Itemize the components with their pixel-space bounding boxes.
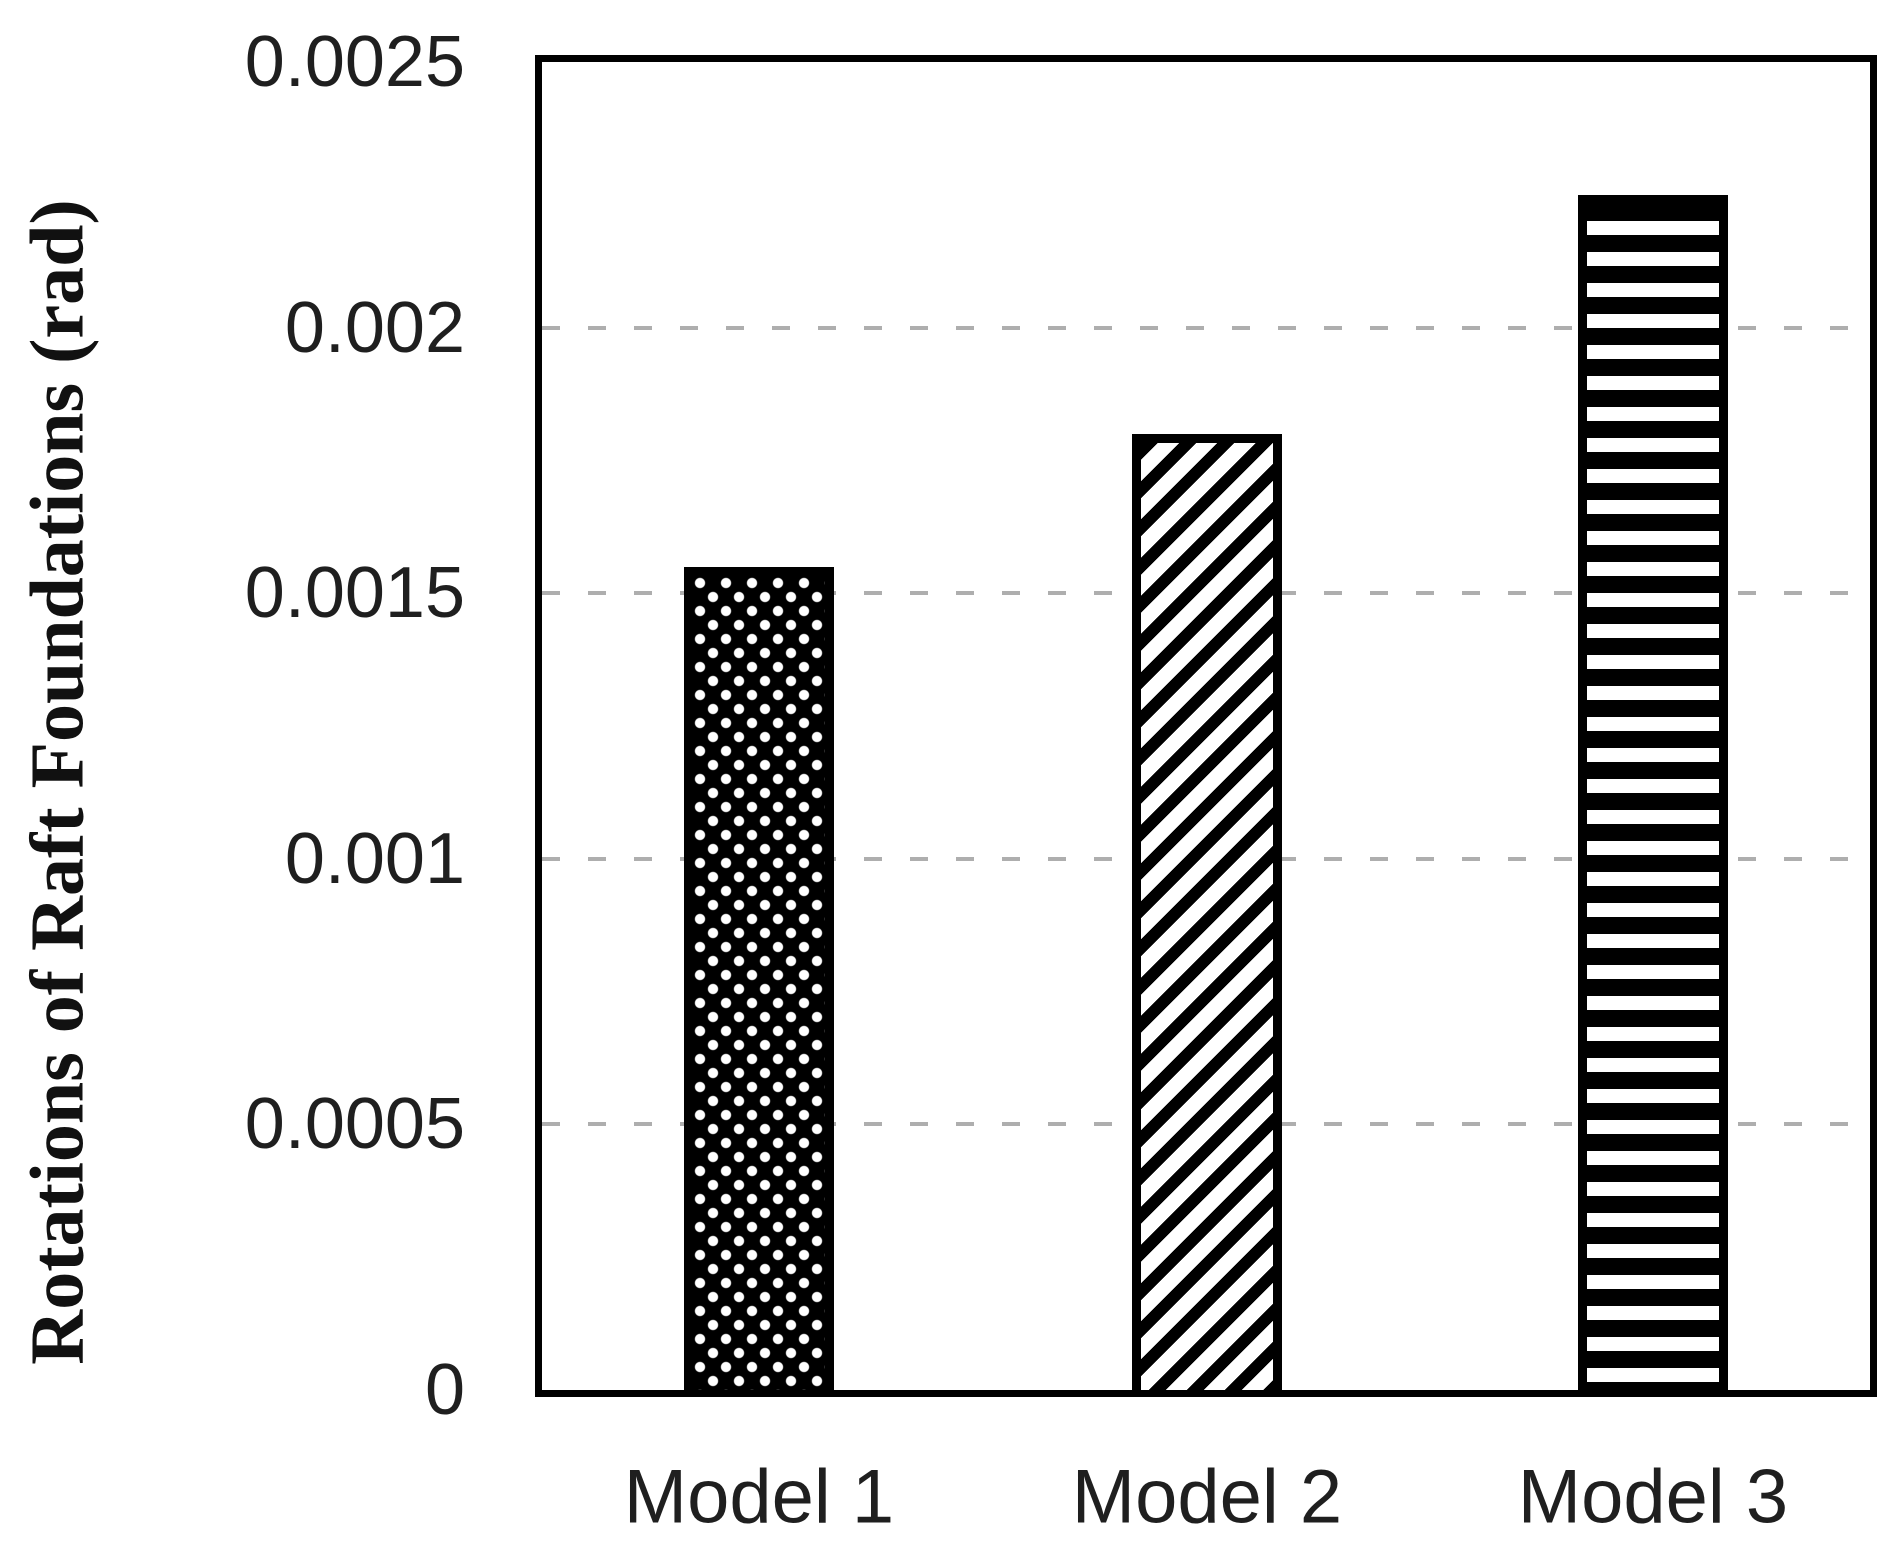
y-tick-label: 0.0015 bbox=[244, 553, 465, 634]
bar-model-1 bbox=[684, 567, 834, 1390]
x-category-label: Model 3 bbox=[1517, 1454, 1789, 1540]
y-axis-title: Rotations of Raft Foundations (rad) bbox=[15, 199, 100, 1365]
gridline bbox=[542, 325, 1870, 330]
x-category-label: Model 1 bbox=[623, 1454, 895, 1540]
x-category-label: Model 2 bbox=[1071, 1454, 1343, 1540]
y-tick-label: 0.001 bbox=[284, 818, 465, 899]
bar-model-3 bbox=[1578, 195, 1728, 1390]
y-tick-label: 0 bbox=[424, 1350, 465, 1430]
y-tick-label: 0.002 bbox=[284, 287, 465, 368]
y-tick-label: 0.0005 bbox=[244, 1084, 465, 1165]
y-tick-label: 0.0025 bbox=[244, 22, 465, 102]
plot-area bbox=[535, 55, 1877, 1397]
bar-model-2 bbox=[1132, 434, 1282, 1390]
